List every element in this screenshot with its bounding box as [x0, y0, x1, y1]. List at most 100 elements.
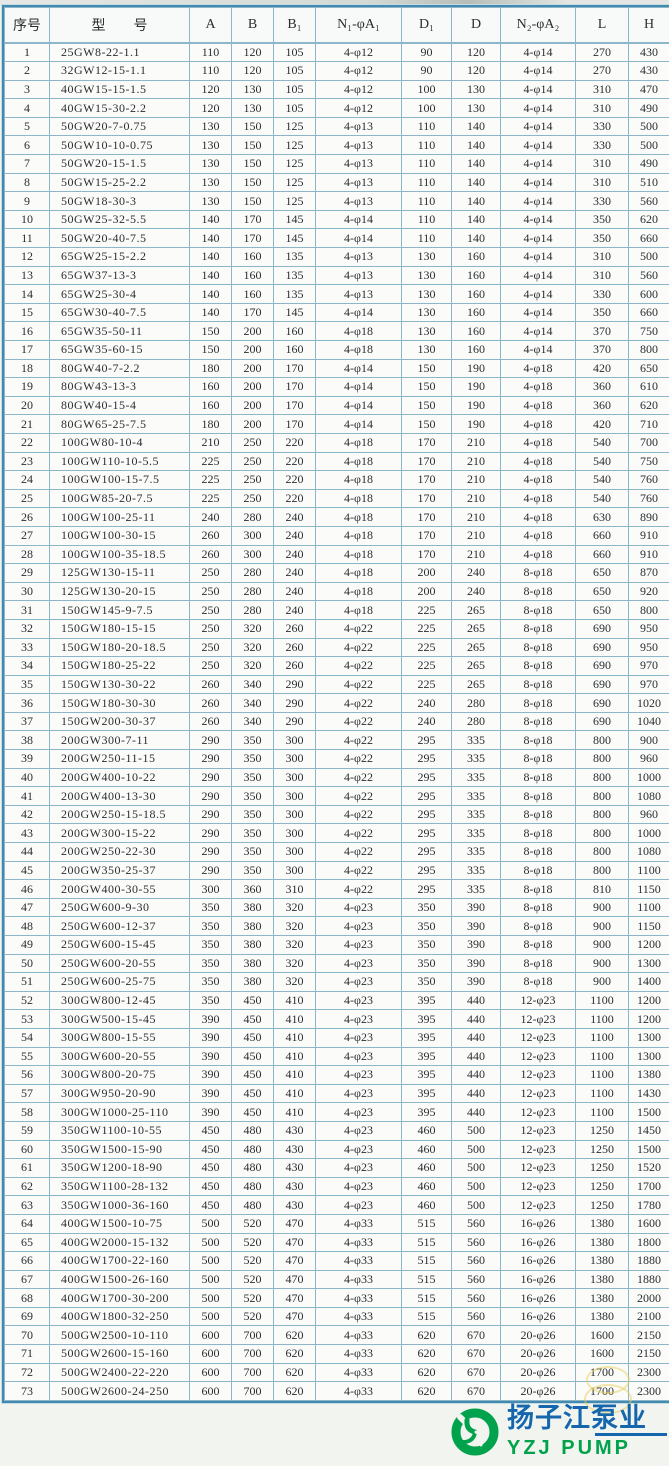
table-cell: 8-φ18 — [500, 860, 576, 881]
table-cell: 59 — [4, 1120, 50, 1141]
table-cell: 1200 — [628, 990, 669, 1011]
table-cell: 130 — [451, 79, 501, 100]
table-cell: 310 — [575, 98, 629, 118]
table-cell: 4-φ18 — [315, 321, 402, 341]
table-cell: 8-φ18 — [500, 711, 576, 732]
table-cell: 900 — [575, 972, 629, 992]
table-cell: 8-φ18 — [500, 656, 576, 676]
table-cell: 105 — [273, 98, 316, 118]
table-cell: 8-φ18 — [500, 637, 576, 658]
table-cell: 700 — [231, 1381, 274, 1401]
table-cell: 145 — [273, 209, 316, 230]
table-cell: 53 — [4, 1009, 50, 1029]
table-cell: 140 — [189, 302, 232, 323]
table-cell: 4-φ23 — [315, 1009, 402, 1029]
table-cell: 1100 — [575, 1046, 629, 1067]
table-cell: 100 — [401, 79, 452, 100]
table-cell: 225 — [189, 488, 232, 509]
table-cell: 350 — [575, 302, 629, 323]
table-cell: 900 — [575, 916, 629, 936]
table-row: 57 300GW950-20-90 390 450 410 4-φ23 395 440 12-φ… — [4, 1083, 669, 1104]
table-cell: 800 — [575, 749, 629, 769]
model-cell: 300GW1000-25-110 — [49, 1102, 190, 1122]
table-row: 9 50GW18-30-3 130 150 125 4-φ13 110 140 4-φ14 330… — [4, 191, 669, 211]
table-cell: 690 — [575, 637, 629, 658]
table-cell: 125 — [273, 191, 316, 211]
table-cell: 430 — [273, 1176, 316, 1197]
table-cell: 1880 — [628, 1251, 669, 1271]
table-cell: 395 — [401, 1046, 452, 1067]
table-cell: 12-φ23 — [500, 1083, 576, 1104]
table-cell: 290 — [189, 842, 232, 862]
table-cell: 145 — [273, 228, 316, 249]
table-cell: 540 — [575, 432, 629, 453]
table-cell: 4-φ23 — [315, 1158, 402, 1178]
table-row: 29 125GW130-15-11 250 280 240 4-φ18 200 240 8-φ1… — [4, 563, 669, 583]
table-cell: 150 — [231, 135, 274, 156]
table-cell: 1600 — [575, 1325, 629, 1346]
table-cell: 160 — [451, 247, 501, 267]
table-cell: 300 — [231, 525, 274, 546]
table-cell: 390 — [451, 897, 501, 918]
table-cell: 12-φ23 — [500, 1139, 576, 1160]
table-cell: 210 — [451, 544, 501, 565]
table-cell: 1200 — [628, 1009, 669, 1029]
col-header: B — [231, 7, 274, 44]
model-cell: 50GW20-7-0.75 — [49, 116, 190, 137]
table-cell: 63 — [4, 1195, 50, 1215]
table-cell: 4-φ18 — [315, 563, 402, 583]
table-cell: 380 — [231, 972, 274, 992]
table-row: 58 300GW1000-25-110 390 450 410 4-φ23 395 440 12… — [4, 1102, 669, 1122]
table-cell: 1020 — [628, 693, 669, 713]
table-cell: 1080 — [628, 786, 669, 806]
table-cell: 750 — [628, 451, 669, 472]
table-cell: 8-φ18 — [500, 581, 576, 602]
col-header: D₁ — [401, 7, 452, 44]
table-cell: 970 — [628, 674, 669, 695]
table-cell: 27 — [4, 525, 50, 546]
model-cell: 125GW130-15-11 — [49, 563, 190, 583]
table-row: 63 350GW1000-36-160 450 480 430 4-φ23 460 500 12… — [4, 1195, 669, 1215]
table-cell: 260 — [189, 693, 232, 713]
table-cell: 4-φ22 — [315, 767, 402, 788]
table-cell: 4-φ14 — [315, 395, 402, 416]
table-cell: 1700 — [628, 1176, 669, 1197]
table-cell: 140 — [189, 284, 232, 304]
table-cell: 560 — [451, 1251, 501, 1271]
table-cell: 350 — [575, 228, 629, 249]
table-cell: 515 — [401, 1213, 452, 1234]
table-cell: 450 — [231, 1046, 274, 1067]
table-cell: 2100 — [628, 1306, 669, 1327]
table-cell: 8-φ18 — [500, 693, 576, 713]
table-cell: 150 — [231, 191, 274, 211]
table-cell: 350 — [575, 209, 629, 230]
table-cell: 190 — [451, 395, 501, 416]
table-cell: 960 — [628, 749, 669, 769]
table-cell: 700 — [231, 1362, 274, 1383]
table-cell: 4-φ22 — [315, 730, 402, 751]
table-cell: 4-φ18 — [500, 432, 576, 453]
logo-cn-text: 扬子江泵业 — [507, 1402, 647, 1434]
table-cell: 4-φ33 — [315, 1269, 402, 1290]
table-cell: 1100 — [575, 990, 629, 1011]
table-cell: 1200 — [628, 935, 669, 955]
model-cell: 400GW1700-22-160 — [49, 1251, 190, 1271]
table-cell: 43 — [4, 823, 50, 844]
table-cell: 150 — [231, 116, 274, 137]
table-cell: 690 — [575, 693, 629, 713]
table-cell: 310 — [575, 154, 629, 174]
table-cell: 1380 — [575, 1213, 629, 1234]
table-cell: 210 — [451, 507, 501, 527]
table-cell: 390 — [451, 935, 501, 955]
table-cell: 4-φ14 — [500, 284, 576, 304]
model-cell: 150GW180-30-30 — [49, 693, 190, 713]
table-row: 54 300GW800-15-55 390 450 410 4-φ23 395 440 12-φ… — [4, 1027, 669, 1048]
table-cell: 295 — [401, 804, 452, 825]
table-cell: 160 — [451, 321, 501, 341]
table-cell: 1380 — [575, 1251, 629, 1271]
table-cell: 560 — [451, 1288, 501, 1308]
table-cell: 210 — [451, 432, 501, 453]
table-cell: 700 — [231, 1344, 274, 1364]
table-cell: 90 — [401, 61, 452, 81]
table-cell: 210 — [451, 451, 501, 472]
